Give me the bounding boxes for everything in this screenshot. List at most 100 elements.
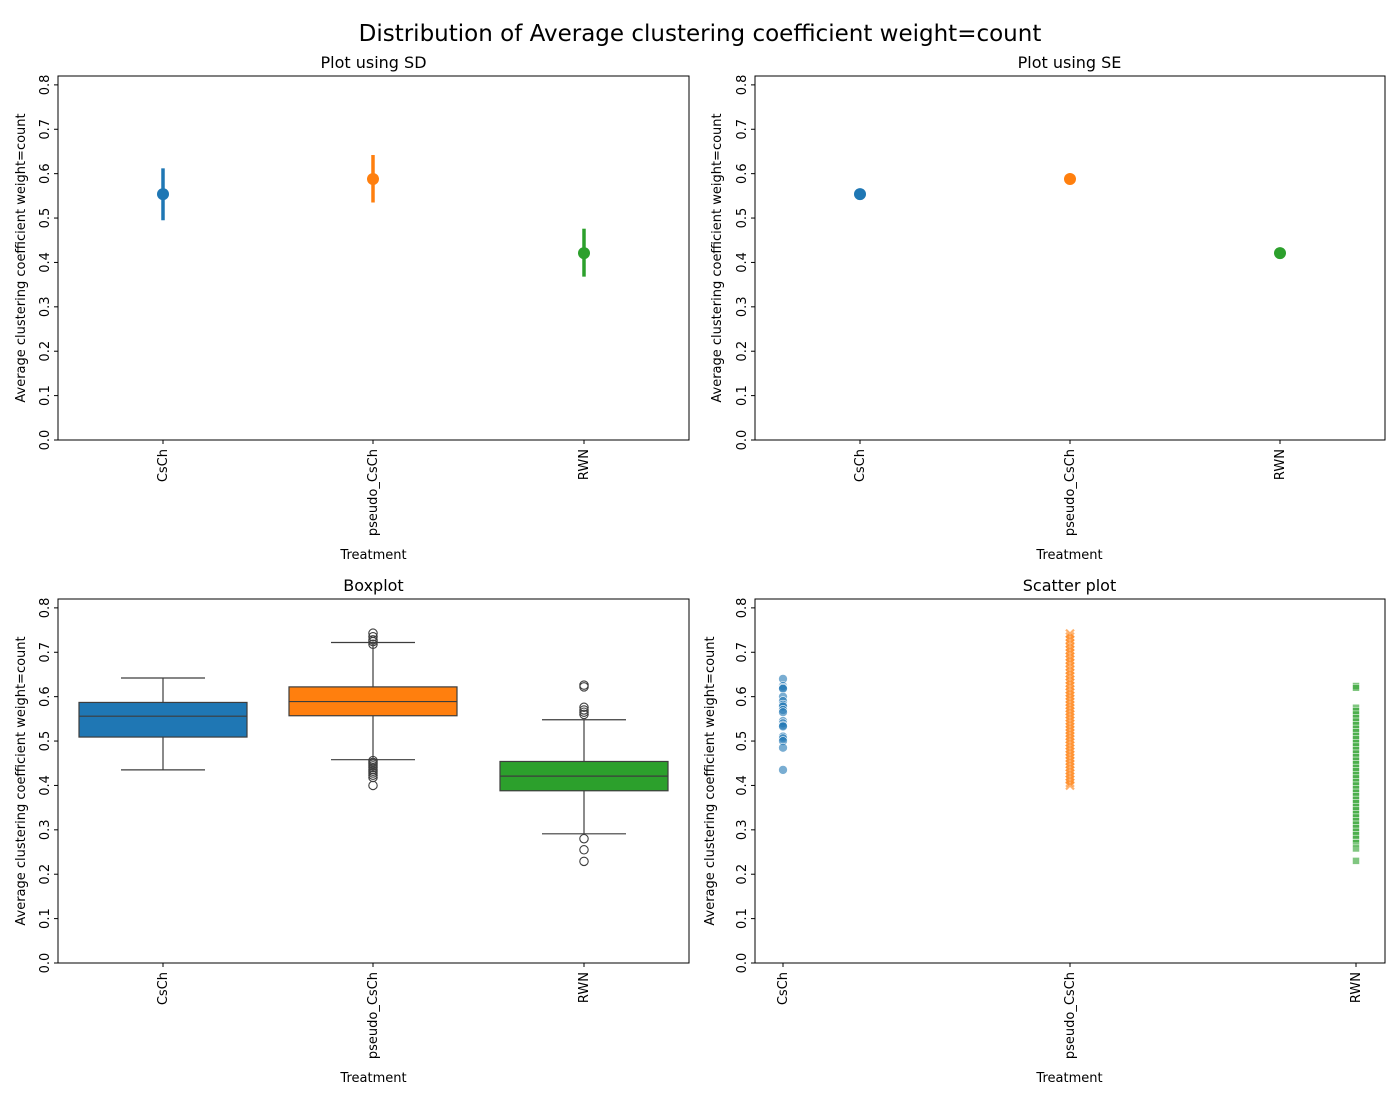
panel-title: Boxplot [343,576,403,595]
x-axis-label: Treatment [1035,1071,1102,1086]
scatter-point [778,683,788,694]
outlier-point [368,636,378,647]
y-tick-label: 0.6 [735,686,750,707]
outlier-point [579,845,589,855]
y-tick-label: 0.0 [735,430,750,451]
box-iqr [78,701,248,738]
y-tick-label: 0.8 [38,75,53,96]
x-tick-label: pseudo_CsCh [366,449,381,536]
x-tick-label: pseudo_CsCh [1063,449,1078,536]
x-tick-label: pseudo_CsCh [366,972,381,1059]
scatter-point [1065,777,1075,788]
x-tick-label: RWN [1349,972,1364,1003]
y-tick-label: 0.1 [38,385,53,406]
y-axis-label: Average clustering coefficient weight=co… [703,636,718,925]
scatter-point [778,765,788,775]
scatter-point [778,721,788,732]
outlier-point [579,682,589,692]
outlier-point [579,856,589,867]
y-tick-label: 0.7 [38,119,53,140]
mean-point [1064,172,1076,185]
panel-plot-using-sd: Plot using SD Treatment Average clusteri… [14,53,690,563]
y-tick-label: 0.5 [38,208,53,229]
x-tick-label: pseudo_CsCh [1063,972,1078,1059]
outlier-point [579,707,589,717]
mean-point [578,247,590,260]
outlier-point [579,833,589,844]
outlier-point [368,770,378,780]
outlier-point [579,702,589,713]
scatter-point [1065,658,1075,668]
x-tick-label: CsCh [853,449,868,482]
mean-point [854,188,866,201]
x-axis-label: Treatment [1035,548,1102,563]
y-tick-label: 0.2 [735,341,750,362]
x-tick-label: CsCh [156,972,171,1005]
outlier-point [579,709,589,720]
y-tick-label: 0.3 [735,819,750,840]
axes-frame [754,75,1386,441]
panel-title: Plot using SE [1018,53,1122,72]
panel-scatter-plot: Scatter plot Treatment Average clusterin… [703,576,1386,1086]
y-tick-label: 0.2 [38,864,53,885]
y-axis-label: Average clustering coefficient weight=co… [710,113,725,402]
panel-boxplot: Boxplot Treatment Average clustering coe… [14,576,690,1086]
y-tick-label: 0.0 [38,953,53,974]
outlier-point [368,639,378,650]
y-tick-label: 0.8 [735,75,750,96]
x-tick-label: RWN [1273,449,1288,480]
y-tick-label: 0.7 [735,642,750,663]
scatter-point [1352,684,1360,692]
y-tick-label: 0.3 [38,296,53,317]
y-tick-label: 0.0 [735,953,750,974]
x-axis-label: Treatment [339,1071,406,1086]
y-tick-label: 0.1 [38,908,53,929]
mean-point [367,172,379,185]
y-tick-label: 0.4 [38,252,53,273]
scatter-point [1352,857,1360,865]
x-tick-label: RWN [577,972,592,1003]
panel-title: Scatter plot [1023,576,1116,595]
scatter-point [1352,844,1360,853]
y-tick-label: 0.7 [735,119,750,140]
outlier-point [368,780,378,791]
y-tick-label: 0.4 [735,775,750,796]
y-tick-label: 0.1 [735,385,750,406]
y-tick-label: 0.7 [38,642,53,663]
y-tick-label: 0.4 [38,775,53,796]
y-tick-label: 0.5 [735,208,750,229]
y-tick-label: 0.4 [735,252,750,273]
x-axis-label: Treatment [339,548,406,563]
scatter-point [1065,780,1075,791]
y-tick-label: 0.6 [38,163,53,184]
y-tick-label: 0.8 [735,598,750,619]
y-tick-label: 0.2 [38,341,53,362]
axes-frame [57,75,690,441]
y-tick-label: 0.3 [38,819,53,840]
panel-title: Plot using SD [320,53,426,72]
panel-plot-using-se: Plot using SE Treatment Average clusteri… [710,53,1386,563]
y-tick-label: 0.8 [38,598,53,619]
scatter-point [778,742,788,753]
y-tick-label: 0.1 [735,908,750,929]
x-tick-label: RWN [577,449,592,480]
x-tick-label: CsCh [156,449,171,482]
outlier-point [368,768,378,778]
y-tick-label: 0.0 [38,430,53,451]
mean-point [1274,247,1286,260]
outlier-point [368,631,378,642]
figure-title: Distribution of Average clustering coeff… [359,21,1042,47]
y-tick-label: 0.3 [735,296,750,317]
y-tick-label: 0.5 [735,731,750,752]
scatter-point [778,707,788,717]
y-tick-label: 0.2 [735,864,750,885]
y-axis-label: Average clustering coefficient weight=co… [14,113,29,402]
mean-point [157,188,169,201]
outlier-point [579,705,589,715]
y-tick-label: 0.6 [38,686,53,707]
y-axis-label: Average clustering coefficient weight=co… [14,636,29,925]
y-tick-label: 0.5 [38,731,53,752]
scatter-point [1065,635,1075,645]
x-tick-label: CsCh [776,972,791,1005]
